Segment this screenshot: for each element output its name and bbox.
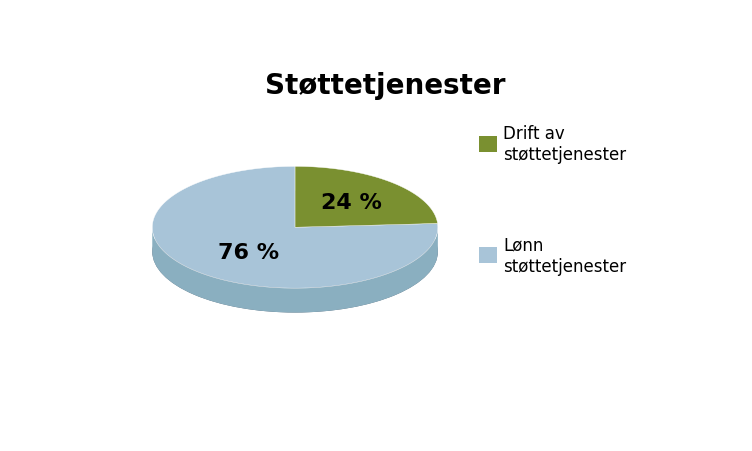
Polygon shape xyxy=(295,167,438,228)
Ellipse shape xyxy=(153,191,438,313)
Text: 76 %: 76 % xyxy=(217,243,279,262)
Text: Støttetjenester: Støttetjenester xyxy=(265,71,505,99)
Bar xyxy=(479,137,497,152)
Polygon shape xyxy=(153,167,438,289)
Text: 24 %: 24 % xyxy=(321,192,382,212)
Text: Lønn
støttetjenester: Lønn støttetjenester xyxy=(503,236,626,275)
Text: Drift av
støttetjenester: Drift av støttetjenester xyxy=(503,125,626,164)
Bar xyxy=(479,248,497,263)
Polygon shape xyxy=(152,228,438,313)
